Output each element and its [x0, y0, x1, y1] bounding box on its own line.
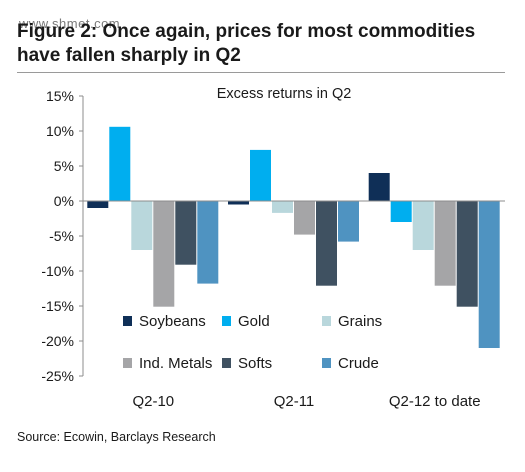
legend-swatch — [222, 358, 231, 368]
bar — [87, 201, 109, 208]
y-tick-label: 5% — [54, 158, 74, 174]
bar — [316, 201, 337, 286]
bar — [109, 126, 131, 201]
y-tick-label: 10% — [46, 123, 74, 139]
bar — [368, 173, 390, 201]
legend-label: Soybeans — [139, 313, 206, 330]
legend-label: Softs — [238, 355, 272, 372]
legend-label: Crude — [338, 355, 379, 372]
figure-title: Figure 2: Once again, prices for most co… — [17, 21, 476, 66]
legend-swatch — [123, 316, 132, 326]
bar — [294, 201, 315, 235]
bar — [197, 201, 219, 284]
bar — [250, 149, 271, 201]
y-tick-label: 0% — [54, 193, 74, 209]
y-tick-label: -25% — [41, 368, 74, 384]
bar — [338, 201, 359, 242]
legend-label: Gold — [238, 313, 270, 330]
bar — [131, 201, 153, 250]
bar — [272, 201, 293, 213]
bar — [478, 201, 500, 348]
legend-label: Grains — [338, 313, 382, 330]
legend-swatch — [222, 316, 231, 326]
bar — [153, 201, 175, 307]
y-tick-label: 15% — [46, 88, 74, 104]
legend-swatch — [123, 358, 132, 368]
title-divider — [17, 72, 505, 73]
x-tick-label: Q2-11 — [274, 393, 315, 410]
y-tick-label: -10% — [41, 263, 74, 279]
bar — [412, 201, 434, 250]
bar — [228, 201, 249, 205]
legend-swatch — [322, 358, 331, 368]
source-note: Source: Ecowin, Barclays Research — [17, 430, 216, 444]
bar — [390, 201, 412, 222]
x-tick-label: Q2-12 to date — [389, 393, 481, 410]
bars — [87, 126, 500, 348]
x-axis: Q2-10 Q2-11 Q2-12 to date — [83, 200, 505, 410]
watermark: www.shmet.com — [19, 16, 121, 31]
chart-title: Excess returns in Q2 — [217, 86, 352, 102]
legend: Soybeans Gold Grains Ind. Metals Softs Crude — [123, 313, 382, 372]
y-axis: 15% 10% 5% 0% -5% -10% -15% -20% -25% — [41, 88, 84, 384]
y-tick-label: -5% — [49, 228, 74, 244]
y-tick-label: -20% — [41, 333, 74, 349]
y-tick-label: -15% — [41, 298, 74, 314]
bar — [175, 201, 197, 265]
bar — [434, 201, 456, 286]
bar — [456, 201, 478, 307]
legend-swatch — [322, 316, 331, 326]
legend-label: Ind. Metals — [139, 355, 212, 372]
x-tick-label: Q2-10 — [132, 393, 174, 410]
